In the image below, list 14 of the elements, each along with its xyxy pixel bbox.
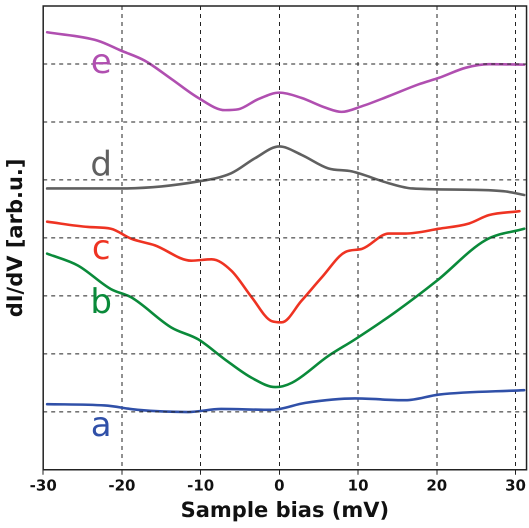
series-label: c (92, 228, 111, 268)
x-tick-label: 30 (505, 476, 526, 495)
x-tick-label: -10 (187, 476, 214, 495)
series-label: e (90, 42, 112, 82)
series-label: a (90, 405, 112, 446)
x-tick-label: -30 (30, 476, 57, 495)
series-label: b (90, 282, 112, 322)
series-label: d (90, 144, 112, 184)
x-tick-label: -20 (108, 476, 136, 495)
x-axis-title: Sample bias (mV) (180, 498, 390, 522)
x-tick-label: 20 (426, 476, 448, 495)
x-tick-label: 0 (274, 476, 285, 495)
y-axis-title: dI/dV [arb.u.] (3, 158, 28, 318)
x-tick-label: 10 (348, 476, 369, 495)
